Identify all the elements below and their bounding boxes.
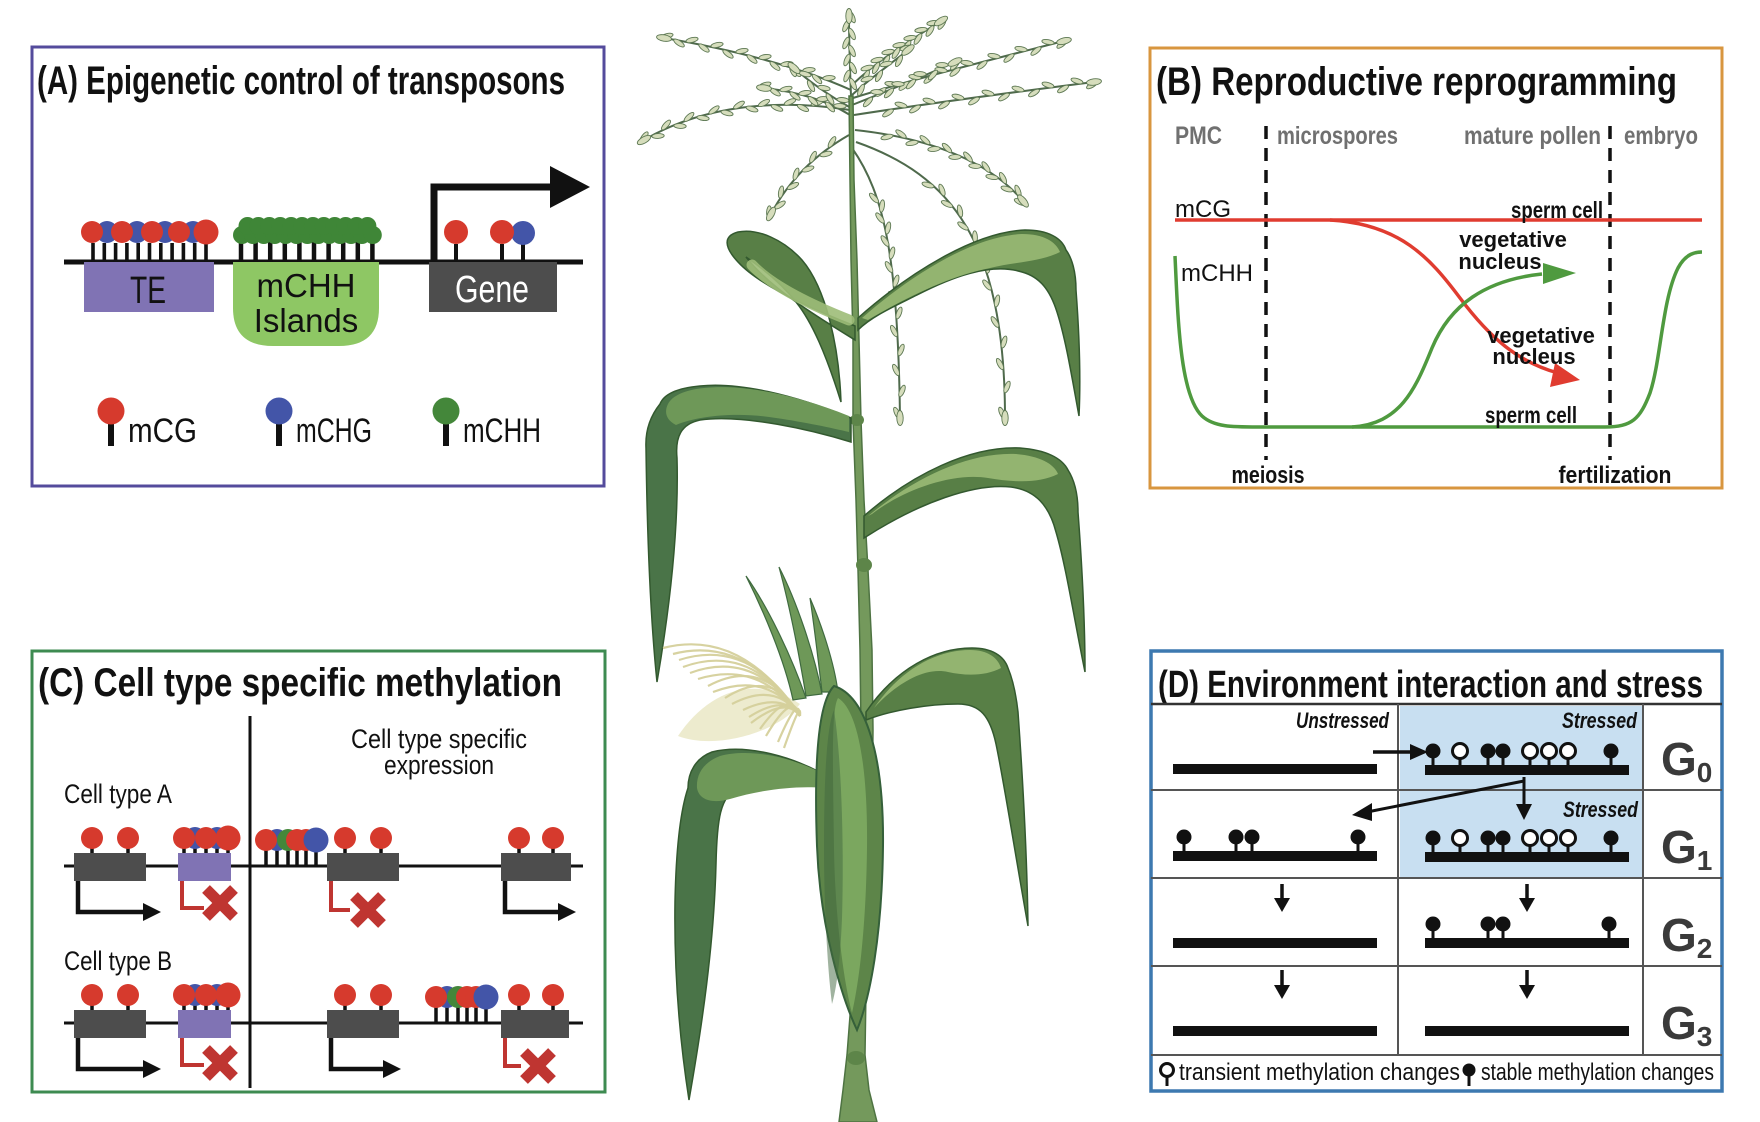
svg-text:mature pollen: mature pollen (1464, 122, 1601, 150)
svg-text:nucleus: nucleus (1492, 344, 1575, 369)
svg-text:TE: TE (130, 270, 166, 312)
svg-text:vegetative: vegetative (1459, 227, 1567, 252)
svg-text:sperm cell: sperm cell (1485, 402, 1577, 428)
svg-text:Islands: Islands (254, 302, 359, 339)
svg-text:Cell type A: Cell type A (64, 779, 172, 809)
svg-text:Cell type B: Cell type B (64, 946, 172, 976)
svg-text:(A) Epigenetic control of tran: (A) Epigenetic control of transposons (37, 59, 565, 103)
svg-text:mCG: mCG (1175, 196, 1231, 223)
svg-text:expression: expression (384, 750, 494, 780)
svg-text:(D) Environment interaction an: (D) Environment interaction and stress (1158, 664, 1703, 706)
svg-text:(B) Reproductive reprogramming: (B) Reproductive reprogramming (1156, 60, 1677, 104)
svg-text:mCHG: mCHG (296, 412, 372, 450)
svg-text:nucleus: nucleus (1458, 249, 1541, 274)
svg-text:mCG: mCG (128, 412, 197, 450)
svg-text:Stressed: Stressed (1562, 708, 1637, 733)
svg-text:Unstressed: Unstressed (1296, 708, 1389, 733)
svg-text:stable methylation changes: stable methylation changes (1481, 1059, 1714, 1086)
svg-text:Stressed: Stressed (1563, 797, 1638, 822)
svg-text:sperm cell: sperm cell (1511, 197, 1603, 223)
svg-text:mCHH: mCHH (257, 267, 356, 304)
svg-text:mCHH: mCHH (1181, 260, 1253, 287)
svg-text:Gene: Gene (455, 269, 529, 311)
svg-text:PMC: PMC (1175, 122, 1222, 150)
svg-text:mCHH: mCHH (463, 412, 541, 450)
svg-text:microspores: microspores (1277, 122, 1398, 150)
svg-text:fertilization: fertilization (1559, 462, 1672, 489)
svg-text:(C) Cell type specific methyla: (C) Cell type specific methylation (38, 661, 562, 705)
svg-text:transient methylation changes: transient methylation changes (1179, 1059, 1460, 1086)
svg-text:meiosis: meiosis (1232, 462, 1305, 489)
svg-text:Cell type specific: Cell type specific (351, 724, 527, 754)
svg-text:embryo: embryo (1624, 122, 1698, 150)
svg-text:vegetative: vegetative (1487, 323, 1595, 348)
